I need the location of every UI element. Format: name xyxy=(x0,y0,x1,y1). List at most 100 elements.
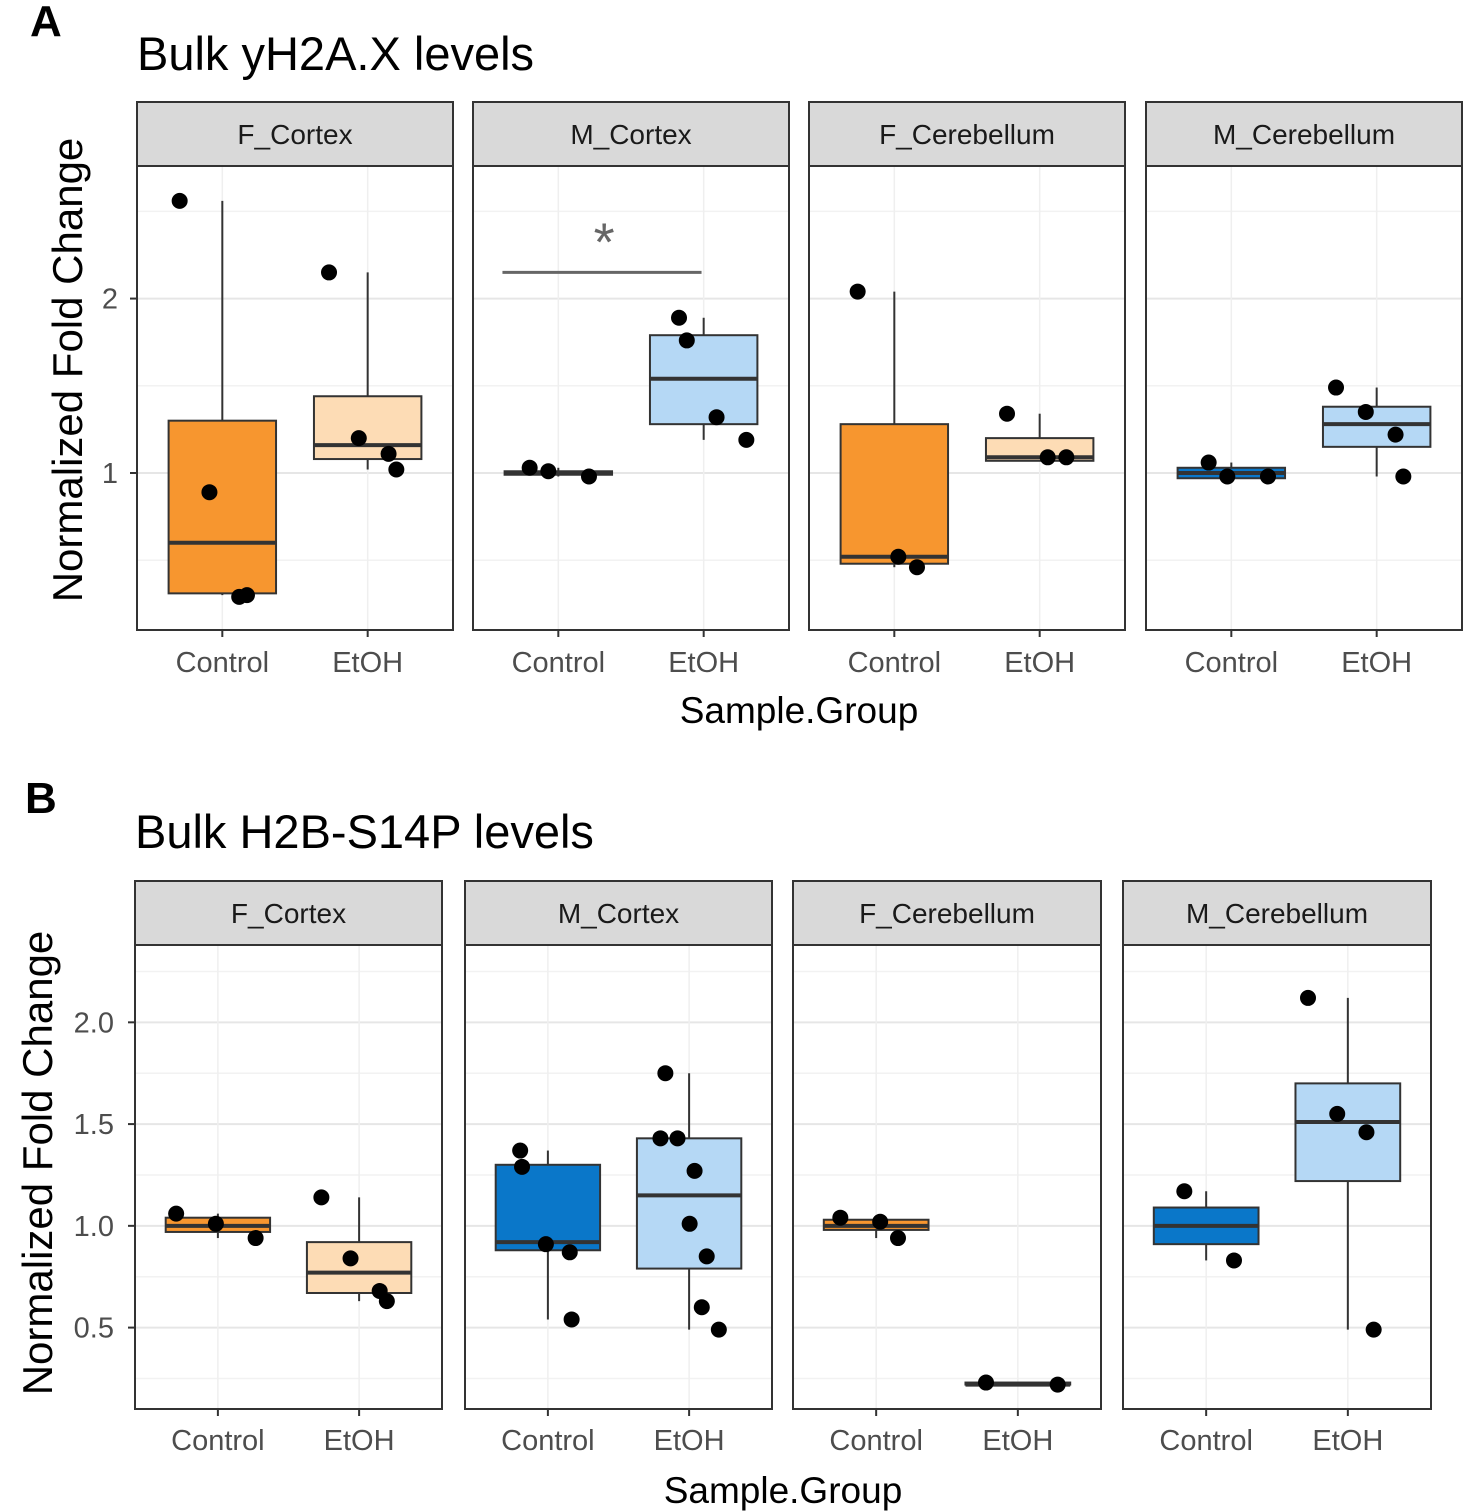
facet-m-cortex: M_Cortex Control EtOH xyxy=(464,880,773,1457)
data-point xyxy=(671,309,688,326)
panel-b: B Bulk H2B-S14P levels Normalized Fold Cha… xyxy=(14,774,1432,1511)
data-point xyxy=(514,1158,531,1175)
data-point xyxy=(201,484,218,501)
x-tick-label: Control xyxy=(171,1425,265,1457)
x-tick-label: Control xyxy=(1185,647,1279,679)
data-point xyxy=(247,1230,264,1247)
data-point xyxy=(171,192,188,209)
panel-border xyxy=(472,165,790,631)
data-point xyxy=(890,548,907,565)
x-tick-label: Control xyxy=(176,647,270,679)
data-point xyxy=(1357,403,1374,420)
data-point xyxy=(540,463,557,480)
facet-f-cortex: F_Cortex Control EtOH xyxy=(136,101,454,679)
box-etoh xyxy=(1294,989,1402,1338)
data-point xyxy=(1200,454,1217,471)
x-tick-label: EtOH xyxy=(1004,647,1075,679)
panel-border xyxy=(1145,165,1463,631)
facet-strip-label: M_Cerebellum xyxy=(1186,898,1368,929)
box-etoh xyxy=(635,1065,743,1338)
panel-border xyxy=(134,944,443,1410)
data-point xyxy=(378,1293,395,1310)
data-point xyxy=(580,468,597,485)
x-tick-label: EtOH xyxy=(1341,647,1412,679)
data-point xyxy=(521,459,538,476)
x-tick-label: Control xyxy=(829,1425,923,1457)
data-point xyxy=(710,1321,727,1338)
data-point xyxy=(1365,1321,1382,1338)
x-tick-label: EtOH xyxy=(324,1425,395,1457)
data-point xyxy=(1259,468,1276,485)
x-tick-label: EtOH xyxy=(654,1425,725,1457)
box-etoh xyxy=(305,1189,413,1310)
data-point xyxy=(1049,1376,1066,1393)
data-point xyxy=(708,409,725,426)
data-point xyxy=(657,1065,674,1082)
panel-a: A Bulk yH2A.X levels Normalized Fold Chang… xyxy=(30,0,1463,731)
box-etoh xyxy=(648,309,759,448)
data-point xyxy=(342,1250,359,1267)
x-axis-label: Sample.Group xyxy=(680,690,919,731)
x-tick-label: Control xyxy=(512,647,606,679)
box-etoh xyxy=(1321,379,1432,485)
facet-f-cortex: F_Cortex Control EtOH xyxy=(134,880,443,1457)
data-point xyxy=(978,1374,995,1391)
box-etoh xyxy=(964,1374,1072,1393)
box-body xyxy=(305,1241,413,1294)
box-control xyxy=(1152,1183,1260,1269)
x-tick-label: EtOH xyxy=(1312,1425,1383,1457)
x-axis-label: Sample.Group xyxy=(664,1470,903,1511)
panel-border xyxy=(1122,944,1432,1410)
box-control xyxy=(164,1205,272,1247)
x-tick-label: Control xyxy=(848,647,942,679)
data-point xyxy=(1219,468,1236,485)
box-control xyxy=(1176,454,1287,485)
box-control xyxy=(822,1209,930,1247)
data-point xyxy=(652,1130,669,1147)
facet-strip xyxy=(134,880,443,946)
y-axis-label: Normalized Fold Change xyxy=(14,931,61,1396)
plot-background xyxy=(1146,166,1462,630)
plot-background xyxy=(793,945,1101,1409)
data-point xyxy=(1300,989,1317,1006)
facet-strip-label: M_Cerebellum xyxy=(1213,119,1395,150)
facet-strip-label: F_Cortex xyxy=(231,898,346,929)
data-point xyxy=(561,1244,578,1261)
facet-m-cerebellum: M_Cerebellum Control EtOH xyxy=(1122,880,1432,1457)
data-point xyxy=(388,461,405,478)
y-tick-label: 1 xyxy=(102,458,118,490)
data-point xyxy=(681,1215,698,1232)
box-body xyxy=(1294,1082,1402,1183)
facet-strip-label: M_Cortex xyxy=(570,119,691,150)
data-point xyxy=(1395,468,1412,485)
y-tick-label: 2 xyxy=(102,284,118,316)
data-point xyxy=(678,332,695,349)
box-body xyxy=(635,1137,743,1270)
x-tick-label: EtOH xyxy=(668,647,739,679)
panel-label: A xyxy=(30,0,62,46)
facet-strip xyxy=(808,101,1126,167)
data-point xyxy=(380,445,397,462)
panel-border xyxy=(136,165,454,631)
box-body xyxy=(494,1163,602,1252)
panel-border xyxy=(792,944,1102,1410)
facet-strip-label: F_Cortex xyxy=(237,119,352,150)
y-axis-label: Normalized Fold Change xyxy=(44,138,91,603)
panel-label: B xyxy=(25,774,57,823)
facet-strip-label: M_Cortex xyxy=(558,898,679,929)
facet-strip xyxy=(792,880,1102,946)
facet-m-cerebellum: M_Cerebellum Control EtOH xyxy=(1145,101,1463,679)
data-point xyxy=(1176,1183,1193,1200)
data-point xyxy=(238,587,255,604)
box-etoh xyxy=(312,264,423,478)
y-tick-label: 0.5 xyxy=(74,1313,114,1345)
data-point xyxy=(999,405,1016,422)
data-point xyxy=(1329,1105,1346,1122)
x-tick-label: Control xyxy=(501,1425,595,1457)
box-control xyxy=(167,192,278,605)
chart-title: Bulk H2B-S14P levels xyxy=(135,805,594,858)
y-tick-label: 2.0 xyxy=(74,1007,114,1039)
data-point xyxy=(849,283,866,300)
